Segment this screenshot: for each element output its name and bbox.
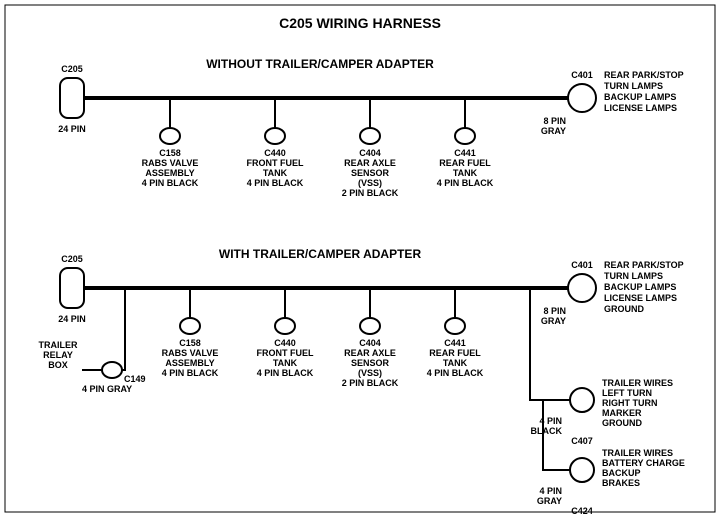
connector-pins: 24 PIN <box>58 124 86 134</box>
drop-desc: (VSS) <box>358 178 382 188</box>
drop-desc: REAR FUEL <box>439 158 491 168</box>
drop-connector <box>180 318 200 334</box>
drop-connector <box>360 128 380 144</box>
connector-pins: 8 PIN <box>543 116 566 126</box>
drop-connector <box>275 318 295 334</box>
extra-function: BATTERY CHARGE <box>602 458 685 468</box>
extra-function: LEFT TURN <box>602 388 652 398</box>
connector-c205 <box>60 268 84 308</box>
drop-desc: RABS VALVE <box>142 158 199 168</box>
connector-function: GROUND <box>604 304 644 314</box>
drop-desc: TANK <box>453 168 478 178</box>
drop-desc: TANK <box>443 358 468 368</box>
relay-connector <box>102 362 122 378</box>
drop-connector <box>160 128 180 144</box>
extra-branch <box>530 288 570 400</box>
connector-function: REAR PARK/STOP <box>604 70 684 80</box>
extra-connector <box>570 458 594 482</box>
drop-desc: 4 PIN BLACK <box>247 178 304 188</box>
drop-desc: ASSEMBLY <box>145 168 194 178</box>
drop-id: C441 <box>444 338 466 348</box>
drop-desc: RABS VALVE <box>162 348 219 358</box>
drop-desc: 4 PIN BLACK <box>437 178 494 188</box>
relay-pins: 4 PIN GRAY <box>82 384 132 394</box>
drop-desc: REAR AXLE <box>344 158 396 168</box>
relay-id: C149 <box>124 374 146 384</box>
drop-desc: 2 PIN BLACK <box>342 188 399 198</box>
connector-function: TURN LAMPS <box>604 81 663 91</box>
drop-id: C404 <box>359 338 381 348</box>
connector-function: LICENSE LAMPS <box>604 103 677 113</box>
extra-function: BRAKES <box>602 478 640 488</box>
extra-pins: BLACK <box>531 426 563 436</box>
drop-id: C440 <box>264 148 286 158</box>
connector-function: TURN LAMPS <box>604 271 663 281</box>
drop-connector <box>455 128 475 144</box>
connector-c205 <box>60 78 84 118</box>
extra-function: RIGHT TURN <box>602 398 658 408</box>
connector-label: C205 <box>61 254 83 264</box>
extra-function: MARKER <box>602 408 642 418</box>
drop-connector <box>265 128 285 144</box>
extra-id: C424 <box>571 506 593 516</box>
drop-desc: SENSOR <box>351 358 390 368</box>
relay-box-label: RELAY <box>43 350 73 360</box>
drop-id: C441 <box>454 148 476 158</box>
drop-id: C158 <box>159 148 181 158</box>
drop-desc: TANK <box>263 168 288 178</box>
connector-function: REAR PARK/STOP <box>604 260 684 270</box>
extra-function: GROUND <box>602 418 642 428</box>
drop-desc: 4 PIN BLACK <box>427 368 484 378</box>
connector-c401 <box>568 84 596 112</box>
drop-desc: 2 PIN BLACK <box>342 378 399 388</box>
relay-branch <box>122 288 125 370</box>
connector-label: C401 <box>571 260 593 270</box>
extra-function: TRAILER WIRES <box>602 378 673 388</box>
drop-desc: FRONT FUEL <box>247 158 304 168</box>
relay-box-label: TRAILER <box>39 340 78 350</box>
connector-pins: 24 PIN <box>58 314 86 324</box>
drop-desc: TANK <box>273 358 298 368</box>
extra-pins: GRAY <box>537 496 562 506</box>
drop-desc: (VSS) <box>358 368 382 378</box>
drop-desc: REAR AXLE <box>344 348 396 358</box>
connector-function: BACKUP LAMPS <box>604 282 676 292</box>
connector-function: LICENSE LAMPS <box>604 293 677 303</box>
extra-id: C407 <box>571 436 593 446</box>
relay-box-label: BOX <box>48 360 68 370</box>
connector-function: BACKUP LAMPS <box>604 92 676 102</box>
drop-desc: ASSEMBLY <box>165 358 214 368</box>
connector-pins: 8 PIN <box>543 306 566 316</box>
drop-id: C440 <box>274 338 296 348</box>
drop-id: C158 <box>179 338 201 348</box>
drop-connector <box>360 318 380 334</box>
extra-connector <box>570 388 594 412</box>
drop-desc: SENSOR <box>351 168 390 178</box>
section-subtitle: WITH TRAILER/CAMPER ADAPTER <box>219 247 422 261</box>
connector-label: C401 <box>571 70 593 80</box>
drop-id: C404 <box>359 148 381 158</box>
connector-pins: GRAY <box>541 126 566 136</box>
extra-function: TRAILER WIRES <box>602 448 673 458</box>
drop-desc: 4 PIN BLACK <box>142 178 199 188</box>
extra-function: BACKUP <box>602 468 641 478</box>
drop-desc: 4 PIN BLACK <box>257 368 314 378</box>
drop-desc: FRONT FUEL <box>257 348 314 358</box>
drop-connector <box>445 318 465 334</box>
connector-pins: GRAY <box>541 316 566 326</box>
extra-pins: 4 PIN <box>539 486 562 496</box>
drop-desc: 4 PIN BLACK <box>162 368 219 378</box>
drop-desc: REAR FUEL <box>429 348 481 358</box>
connector-c401 <box>568 274 596 302</box>
section-subtitle: WITHOUT TRAILER/CAMPER ADAPTER <box>206 57 434 71</box>
connector-label: C205 <box>61 64 83 74</box>
diagram-title: C205 WIRING HARNESS <box>279 15 441 31</box>
